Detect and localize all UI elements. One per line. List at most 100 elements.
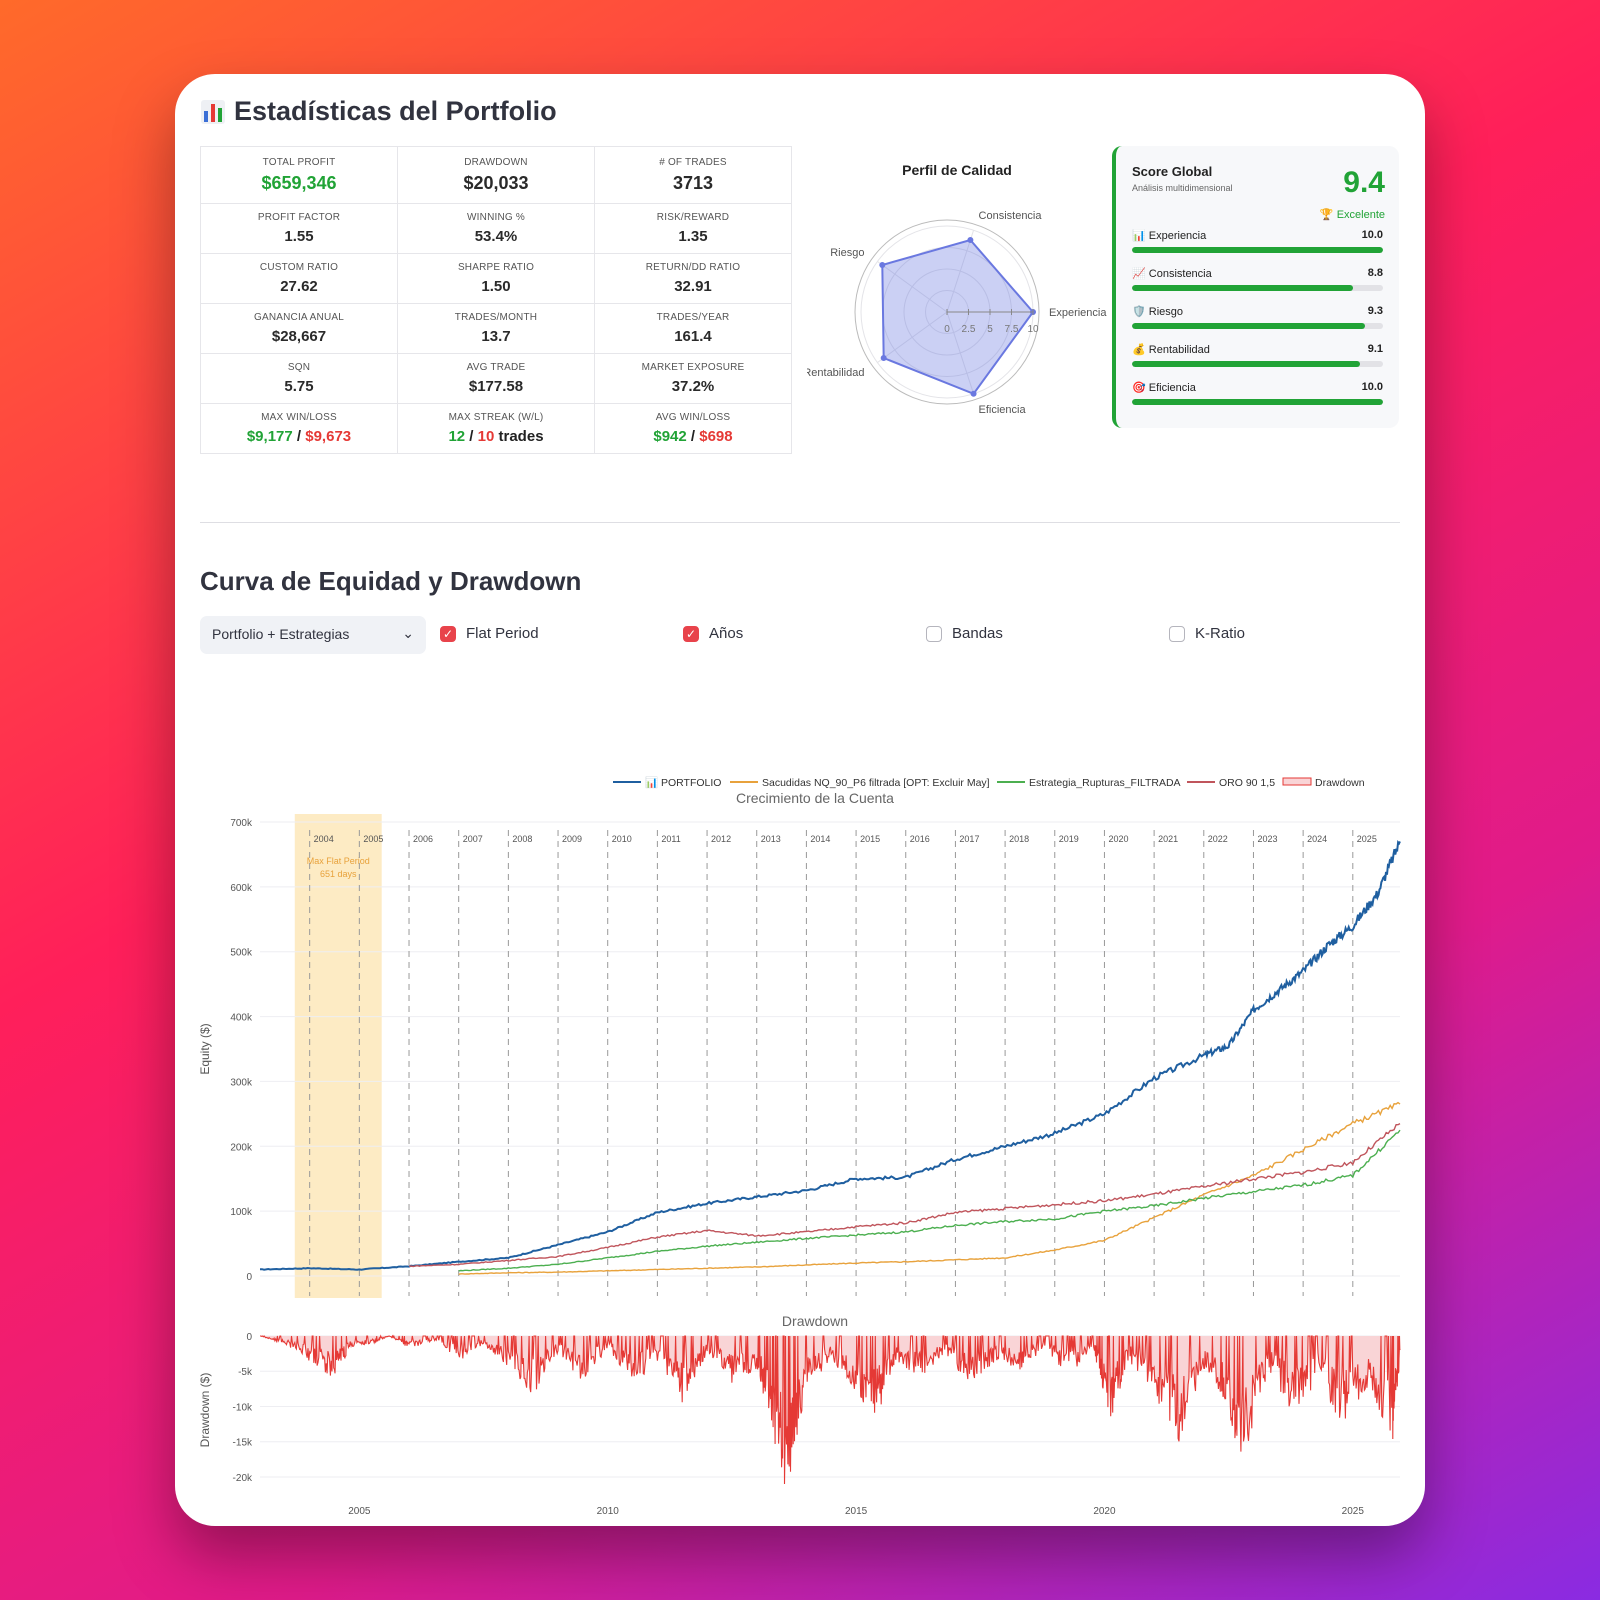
stat-label: CUSTOM RATIO	[259, 262, 339, 273]
metric-bar-fill	[1132, 361, 1361, 367]
radar-axis-label: Experiencia	[1049, 307, 1107, 319]
score-rating-text: Excelente	[1336, 209, 1385, 221]
radar-spoke	[877, 261, 948, 313]
year-line-label: 2004	[314, 834, 334, 844]
metric-bar	[1132, 361, 1383, 367]
score-metric-eficiencia: 🎯 Eficiencia 10.0	[1132, 381, 1383, 405]
year-line-label: 2023	[1257, 834, 1277, 844]
checkbox-bandas[interactable]: Bandas	[926, 625, 1003, 642]
checkbox-box[interactable]	[926, 625, 942, 642]
stat-value: 1.35	[678, 228, 708, 245]
radar-tick-label: 5	[987, 324, 993, 335]
drawdown-x-tick-label: 2005	[348, 1506, 371, 1514]
year-line-label: 2010	[612, 834, 632, 844]
drawdown-x-tick-label: 2015	[845, 1506, 868, 1514]
stat-cell: CUSTOM RATIO 27.62	[200, 253, 398, 304]
year-line-label: 2008	[512, 834, 532, 844]
stat-value: 12 / 10 trades	[400, 428, 592, 445]
money-bag-icon: 💰	[1132, 344, 1146, 356]
stat-label: TRADES/MONTH	[454, 312, 538, 323]
radar-axis-label: Rentabilidad	[807, 367, 864, 379]
view-select[interactable]: Portfolio + Estrategias ⌄	[200, 616, 426, 654]
legend-swatch	[1282, 777, 1312, 786]
year-line-label: 2015	[860, 834, 880, 844]
metric-label: Experiencia	[1145, 230, 1207, 242]
score-metric-rentabilidad: 💰 Rentabilidad 9.1	[1132, 343, 1383, 367]
score-title: Score Global	[1132, 164, 1213, 179]
drawdown-chart-title: Drawdown	[782, 1313, 848, 1329]
radar-area	[881, 238, 1035, 396]
drawdown-y-tick-label: -20k	[233, 1473, 253, 1484]
year-line-label: 2017	[959, 834, 979, 844]
checkbox-label: Bandas	[952, 625, 1003, 642]
radar-point	[970, 390, 977, 397]
radar-spoke	[946, 311, 975, 394]
radar-spoke	[877, 311, 948, 363]
metric-bar-fill	[1132, 399, 1383, 405]
drawdown-y-axis-label: Drawdown ($)	[198, 1373, 212, 1448]
series-line-2	[458, 1129, 1401, 1272]
radar-tick-label: 2.5	[962, 324, 976, 335]
equity-y-axis-label: Equity ($)	[198, 1023, 212, 1074]
bar-chart-icon	[201, 99, 225, 124]
year-line-label: 2021	[1158, 834, 1178, 844]
stat-cell: TRADES/MONTH 13.7	[397, 303, 595, 354]
stat-label: GANANCIA ANUAL	[253, 312, 345, 323]
equity-y-tick-label: 400k	[230, 1013, 253, 1024]
radar-point	[879, 261, 886, 268]
drawdown-y-tick-label: 0	[246, 1332, 252, 1343]
stat-label: RISK/REWARD	[656, 212, 730, 223]
stat-value: 13.7	[481, 328, 511, 345]
checkbox-box[interactable]	[1169, 625, 1185, 642]
checkbox-flat-period[interactable]: ✓ Flat Period	[440, 625, 539, 642]
flat-period-days: 651 days	[320, 869, 357, 879]
bar-chart-icon: 📊	[1132, 230, 1146, 242]
stat-value: $177.58	[468, 378, 524, 395]
checkbox-label: Flat Period	[466, 625, 539, 642]
stat-loss: $9,673	[305, 428, 352, 445]
metric-value: 10.0	[1361, 381, 1383, 393]
score-value: 9.4	[1343, 166, 1385, 199]
year-line-label: 2019	[1059, 834, 1079, 844]
metric-label: Eficiencia	[1145, 382, 1196, 394]
year-line-label: 2007	[463, 834, 483, 844]
stat-cell: RISK/REWARD 1.35	[594, 203, 792, 254]
metric-value: 8.8	[1367, 267, 1383, 279]
trophy-icon: 🏆	[1319, 209, 1334, 221]
score-global-panel: Score Global Análisis multidimensional 9…	[1112, 146, 1399, 428]
checkbox-box[interactable]: ✓	[440, 625, 456, 642]
stat-label: SHARPE RATIO	[457, 262, 535, 273]
drawdown-y-tick-label: -10k	[233, 1402, 253, 1413]
score-subtitle: Análisis multidimensional	[1132, 183, 1233, 193]
stat-value: 27.62	[280, 278, 318, 295]
stats-table: TOTAL PROFIT $659,346 DRAWDOWN $20,033 # OF …	[200, 146, 792, 454]
stat-cell: # OF TRADES 3713	[594, 146, 792, 204]
stat-separator: /	[292, 428, 306, 445]
stat-label: PROFIT FACTOR	[257, 212, 341, 223]
stat-value: 161.4	[674, 328, 712, 345]
chevron-down-icon: ⌄	[402, 625, 414, 641]
radar-axis-label: Eficiencia	[979, 404, 1027, 416]
score-metric-riesgo: 🛡️ Riesgo 9.3	[1132, 305, 1383, 329]
legend-entry: 📊 PORTFOLIO	[645, 776, 721, 789]
stat-value: 1.50	[481, 278, 511, 295]
checkbox-anos[interactable]: ✓ Años	[683, 625, 743, 642]
shield-icon: 🛡️	[1132, 306, 1146, 318]
radar-svg: 0 2.5 5 7.5 10 Consistencia Experiencia Eficien…	[803, 210, 1107, 416]
radar-tick-label: 10	[1027, 324, 1039, 335]
stat-value: $28,667	[271, 328, 327, 345]
metric-bar	[1132, 323, 1383, 329]
checkbox-box[interactable]: ✓	[683, 625, 699, 642]
metric-value: 9.3	[1367, 305, 1383, 317]
equity-y-tick-label: 0	[246, 1272, 252, 1283]
radar-chart: Perfil de Calidad 0 2.5 5 7.5 10 Consistencia…	[803, 162, 1107, 432]
checkbox-k-ratio[interactable]: K-Ratio	[1169, 625, 1245, 642]
equity-drawdown-chart: 📊 PORTFOLIO Sacudidas NQ_90_P6 filtrada […	[198, 776, 1401, 1514]
stat-cell: TOTAL PROFIT $659,346	[200, 146, 398, 204]
stat-value: 32.91	[674, 278, 712, 295]
stat-cell: AVG TRADE $177.58	[397, 353, 595, 404]
stat-win: 12	[448, 428, 466, 445]
stat-win: $9,177	[246, 428, 293, 445]
year-line-label: 2018	[1009, 834, 1029, 844]
equity-y-tick-label: 300k	[230, 1077, 253, 1088]
